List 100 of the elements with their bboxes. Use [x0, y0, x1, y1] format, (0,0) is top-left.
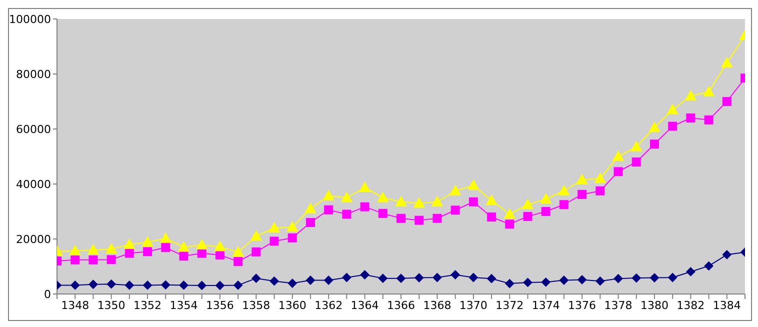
x-tick-label: 1356 [206, 298, 234, 312]
point [414, 216, 424, 225]
point [377, 192, 388, 202]
point [667, 104, 678, 114]
point [306, 276, 315, 285]
point [396, 214, 406, 223]
point [721, 58, 732, 68]
y-tick-label: 100000 [9, 12, 51, 26]
point [342, 210, 352, 219]
point [632, 158, 641, 166]
point [540, 194, 552, 204]
x-tick-label: 1354 [170, 298, 198, 312]
x-tick-label: 1362 [314, 298, 343, 312]
point [505, 279, 514, 288]
point [106, 255, 116, 264]
point [576, 174, 588, 184]
x-tick-label: 1358 [242, 298, 270, 312]
point [106, 244, 117, 254]
point [179, 280, 188, 290]
point [70, 245, 81, 256]
point [596, 276, 605, 286]
y-tick-label: 80000 [16, 68, 51, 81]
point [232, 246, 244, 257]
point [648, 122, 660, 132]
point [703, 86, 714, 96]
point [143, 280, 152, 290]
x-tick-label: 1360 [278, 298, 306, 312]
x-tick-label: 1368 [423, 298, 452, 312]
x-tick-label: 1374 [532, 298, 560, 312]
point [505, 220, 514, 229]
point [578, 190, 587, 199]
point [124, 280, 134, 290]
x-tick-label: 1376 [568, 298, 596, 312]
point [270, 276, 279, 286]
point [234, 280, 243, 290]
point [215, 280, 224, 290]
point [359, 182, 370, 192]
point [614, 274, 623, 284]
point [88, 280, 98, 289]
x-tick-label: 1378 [604, 298, 632, 312]
point [504, 208, 516, 219]
point [143, 247, 152, 256]
point [234, 257, 243, 266]
point [704, 115, 714, 124]
point [523, 212, 532, 221]
x-tick-label: 1350 [97, 298, 126, 312]
point [486, 195, 498, 205]
x-tick-label: 1372 [496, 298, 524, 312]
point [578, 275, 587, 284]
x-tick-label: 1380 [640, 298, 668, 312]
point [323, 190, 334, 200]
point [378, 208, 388, 218]
point [450, 185, 461, 196]
point [270, 236, 279, 246]
point [342, 273, 352, 282]
point [614, 167, 623, 176]
point [360, 202, 370, 212]
point [396, 196, 406, 206]
point [196, 240, 208, 250]
x-tick-label: 1348 [61, 298, 90, 312]
point [396, 274, 406, 283]
point [324, 276, 334, 285]
point [632, 274, 641, 283]
point [432, 214, 442, 223]
point [88, 244, 99, 254]
point [288, 233, 297, 242]
point [594, 173, 606, 183]
point [414, 198, 425, 208]
x-tick-label: 1382 [676, 298, 705, 312]
y-tick-label: 0 [44, 288, 51, 301]
point [197, 248, 206, 258]
point [668, 273, 678, 282]
point [650, 140, 659, 149]
point [160, 232, 172, 243]
point [450, 206, 460, 215]
x-tick-label: 1370 [459, 298, 488, 312]
point [522, 199, 534, 210]
point [106, 280, 116, 289]
point [161, 280, 170, 290]
point [450, 270, 460, 280]
point [215, 250, 224, 260]
point [523, 278, 532, 287]
point [432, 196, 443, 206]
x-tick-label: 1352 [134, 298, 162, 312]
point [88, 255, 98, 264]
point [268, 222, 280, 232]
point [668, 122, 678, 131]
point [142, 236, 154, 247]
point [559, 200, 568, 210]
point [197, 280, 206, 290]
point [650, 273, 659, 282]
point [487, 212, 496, 222]
y-tick-label: 20000 [16, 232, 51, 246]
point [252, 274, 261, 283]
point [70, 255, 80, 264]
point [161, 243, 170, 252]
point [124, 248, 134, 258]
point [304, 203, 316, 214]
point [612, 151, 624, 161]
x-tick-label: 1384 [712, 298, 741, 312]
